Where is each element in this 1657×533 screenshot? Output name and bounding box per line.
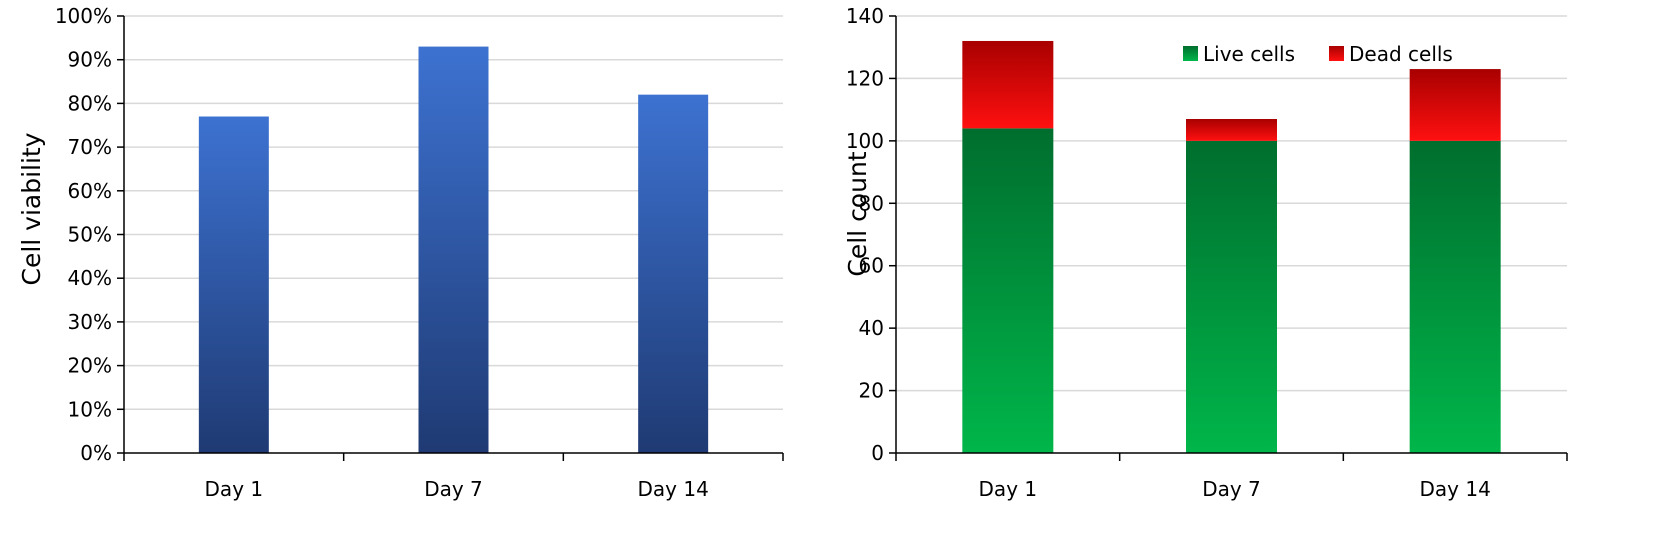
y-tick-label: 60% [68,179,112,203]
y-tick-label: 40% [68,266,112,290]
legend-swatch-live [1183,46,1198,61]
viability-y-tick-labels: 0% 10% 20% 30% 40% 50% 60% 70% 80% 90% 100% [55,4,112,465]
y-tick-label: 140 [846,4,884,28]
y-tick-label: 0 [871,441,884,465]
live-cells-bar-3 [1409,140,1501,453]
count-x-tick-labels: Day 1 Day 7 Day 14 [979,477,1491,501]
viability-bars [198,46,709,454]
cell-count-chart: 0 20 40 60 80 100 120 140 Day 1 Day 7 Day 14 Cell… [843,4,1568,501]
y-tick-label: 30% [68,310,112,334]
y-tick-label: 100 [846,129,884,153]
y-tick-label: 80 [859,191,884,215]
live-cells-bar-1 [962,128,1054,453]
x-tick-label: Day 14 [638,477,709,501]
y-tick-label: 70% [68,135,112,159]
count-legend: Live cells Dead cells [1183,42,1453,66]
viability-x-tick-labels: Day 1 Day 7 Day 14 [205,477,709,501]
x-tick-label: Day 7 [1202,477,1261,501]
y-tick-label: 90% [68,48,112,72]
y-tick-label: 100% [55,4,112,28]
y-tick-label: 20% [68,354,112,378]
x-tick-label: Day 14 [1420,477,1491,501]
y-tick-label: 80% [68,91,112,115]
count-y-axis-label: Cell count [843,151,872,276]
y-tick-label: 40 [859,316,884,340]
viability-y-axis-label: Cell viability [17,132,46,285]
y-tick-label: 20 [859,379,884,403]
dead-cells-bar-2 [1186,119,1277,141]
legend-label-dead: Dead cells [1349,42,1453,66]
y-tick-label: 10% [68,397,112,421]
live-cells-bar-2 [1186,140,1277,453]
y-tick-label: 50% [68,223,112,247]
viability-bar-1 [198,116,269,453]
x-tick-label: Day 7 [424,477,483,501]
count-y-tick-labels: 0 20 40 60 80 100 120 140 [846,4,884,465]
y-tick-label: 60 [859,254,884,278]
viability-bar-2 [418,46,489,454]
y-tick-label: 120 [846,66,884,90]
dead-cells-bar-3 [1409,69,1501,141]
legend-label-live: Live cells [1203,42,1295,66]
x-tick-label: Day 1 [205,477,264,501]
legend-swatch-dead [1329,46,1344,61]
count-bars [962,40,1501,453]
dead-cells-bar-1 [962,40,1054,129]
x-tick-label: Day 1 [979,477,1038,501]
count-axes [889,15,1568,461]
viability-axes [117,15,784,461]
y-tick-label: 0% [80,441,112,465]
viability-bar-3 [638,94,709,453]
